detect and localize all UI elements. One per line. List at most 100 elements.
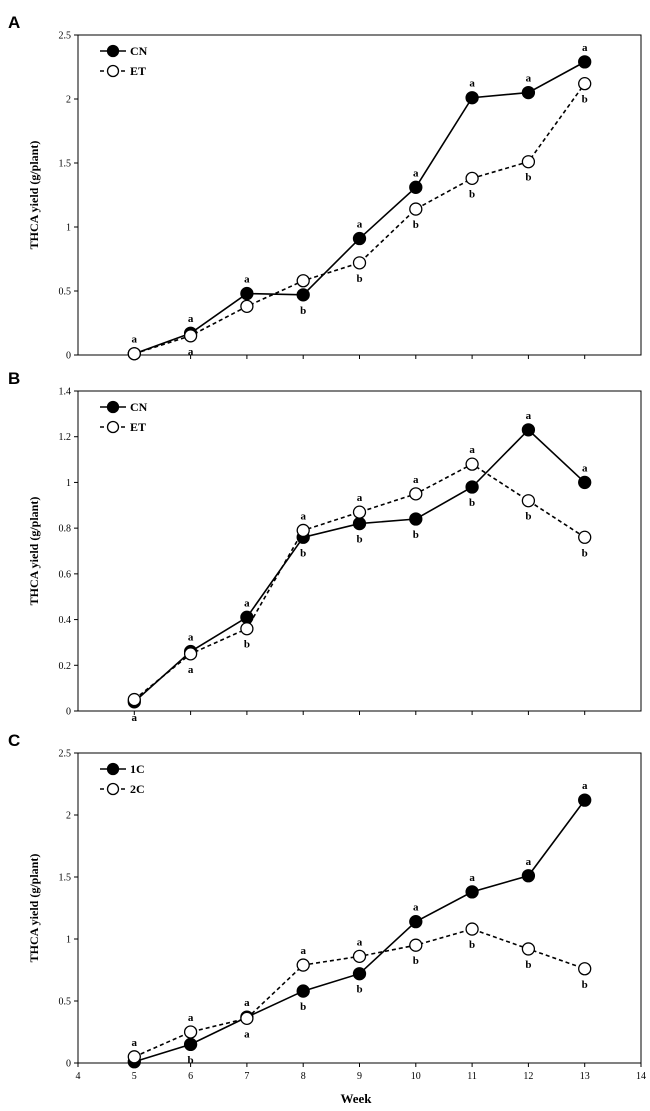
p1-series-0-point-4 [352,516,367,531]
p2-y-tick-label-4: 2 [66,811,71,822]
p0-legend-label-1: ET [130,64,146,78]
p0-y-axis-label: THCA yield (g/plant) [27,141,41,250]
p0-series-0-sig-5: a [413,167,419,179]
p2-legend-label-1: 2C [130,782,145,796]
p2-legend-marker-1 [106,782,120,796]
p0-series-1-point-1 [183,329,198,343]
p2-series-1-point-7 [521,942,536,956]
p1-series-1-point-4 [352,505,367,519]
p0-series-1-sig-1: a [188,346,194,358]
p1-series-0-sig-2: a [244,597,250,609]
p0-series-1-sig-4: b [356,273,362,285]
p0-plot-frame [77,34,642,356]
p2-plot-frame [77,752,642,1064]
p2-series-1-sig-3: a [300,945,306,957]
p1-series-0-sig-7: a [526,410,532,422]
p2-y-tick-label-2: 1 [66,935,71,946]
p0-series-1-sig-5: b [413,219,419,231]
p2-series-1-sig-8: b [582,979,588,991]
p1-y-tick-label-1: 0.2 [59,661,72,672]
p1-series-0-point-7 [521,423,536,437]
p0-series-0-sig-0: a [132,334,138,346]
p1-y-tick-label-7: 1.4 [59,387,72,398]
p2-x-tick-label-10: 14 [636,1071,646,1082]
p2-series-1-sig-5: b [413,955,419,967]
p0-series-0-sig-1: a [188,313,194,325]
panel-letter-c: C [8,731,20,750]
p1-series-0-sig-1: a [188,632,194,644]
p1-series-1-point-8 [578,530,592,544]
p2-series-0-point-8 [578,793,592,807]
p0-series-0-sig-2: a [244,274,250,286]
p0-y-tick-label-4: 2 [66,95,71,106]
p1-legend-marker-1 [106,420,120,434]
p1-series-0-sig-5: b [413,529,419,541]
chart-panel-b: 0 0.2 0.4 0.6 0.8 1 1.2 1.4 THCA yield (g/plant)… [27,387,642,724]
p2-series-0-point-5 [409,914,423,929]
p2-series-0-sig-7: a [526,856,532,868]
p0-series-1-point-8 [578,76,592,91]
p2-series-1-sig-4: a [357,936,363,948]
p2-series-1-point-2 [240,1011,254,1026]
p0-series-1-point-3 [296,274,310,288]
p1-legend-marker-0 [106,400,120,414]
p2-series-0-point-4 [352,967,367,981]
p2-series-1-point-0 [127,1050,141,1064]
p1-y-tick-label-5: 1 [66,478,71,489]
p1-y-axis-label: THCA yield (g/plant) [27,497,41,606]
p1-series-0-sig-0: a [132,712,138,724]
p2-series-0-sig-8: a [582,780,588,792]
p2-x-tick-label-9: 13 [580,1071,590,1082]
p1-series-1-sig-8: b [582,547,588,559]
p2-legend-label-0: 1C [130,762,145,776]
p1-series-0-sig-8: a [582,462,588,474]
p1-series-1-point-0 [127,692,141,707]
p1-y-tick-label-0: 0 [66,707,71,718]
p1-series-1-sig-2: b [244,639,250,651]
p1-series-0-point-5 [409,512,423,526]
p2-series-1-sig-0: a [132,1037,138,1049]
p0-series-1-sig-7: b [525,172,531,184]
p2-series-0-point-1 [183,1037,198,1052]
p1-series-1-sig-3: a [300,510,306,522]
p2-x-tick-label-4: 8 [301,1071,306,1082]
p2-series-0-sig-2: a [244,997,250,1009]
p1-series-1-sig-6: a [469,444,475,456]
p1-series-1-sig-1: a [188,664,194,676]
p0-series-1-point-4 [352,256,367,270]
p2-x-tick-label-7: 11 [467,1071,477,1082]
p0-legend-marker-0 [106,44,120,58]
p2-y-tick-label-0: 0 [66,1059,71,1070]
p1-series-0-sig-6: b [469,497,475,509]
p0-series-0-point-4 [352,231,367,246]
p0-series-1-sig-6: b [469,188,475,200]
p1-series-1-point-6 [465,457,479,471]
p1-series-0-point-2 [240,610,254,624]
p2-y-tick-label-3: 1.5 [59,873,72,884]
p1-legend-label-1: ET [130,420,146,434]
p2-x-tick-label-5: 9 [357,1071,362,1082]
p1-series-1-line [133,463,586,701]
p1-series-1-sig-4: a [357,492,363,504]
p0-y-tick-label-2: 1 [66,223,71,234]
p2-y-tick-label-5: 2.5 [59,749,72,760]
p2-x-tick-label-1: 5 [132,1071,137,1082]
p2-series-1-point-8 [578,962,592,976]
p1-series-1-point-7 [521,494,536,508]
p2-y-tick-label-1: 0.5 [59,997,72,1008]
p0-series-0-point-6 [465,91,479,105]
p0-y-tick-label-1: 0.5 [59,287,72,298]
p1-series-1-point-2 [240,622,254,636]
p0-series-1-point-6 [465,171,479,186]
p0-y-tick-label-3: 1.5 [59,159,72,170]
p2-series-0-sig-4: b [356,984,362,996]
p2-series-1-point-4 [352,949,367,964]
p1-series-0-sig-4: b [356,534,362,546]
p0-series-0-sig-8: a [582,42,588,54]
x-axis-label: Week [340,1091,372,1106]
p2-series-0-sig-5: a [413,902,419,914]
p0-series-1-line [134,83,586,355]
p1-series-0-point-8 [578,475,592,490]
p0-series-0-point-5 [409,180,423,194]
p2-series-1-sig-6: b [469,939,475,951]
